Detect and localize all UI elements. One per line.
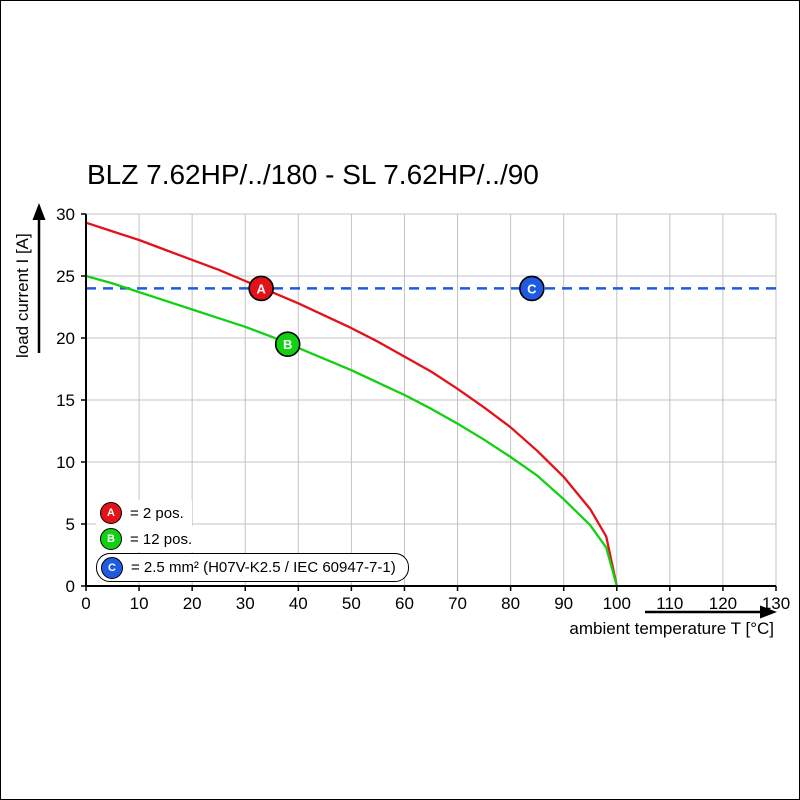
legend-marker-b-letter: B [107, 533, 115, 545]
svg-text:0: 0 [66, 577, 75, 596]
legend-marker-b-icon: B [100, 528, 122, 550]
svg-text:0: 0 [81, 594, 90, 613]
legend-item-a: A = 2 pos. [96, 500, 192, 526]
legend-item-c: C = 2.5 mm² (H07V-K2.5 / IEC 60947-7-1) [96, 553, 409, 582]
svg-text:A: A [256, 281, 266, 296]
legend-marker-c-letter: C [108, 561, 116, 574]
svg-text:10: 10 [56, 453, 75, 472]
svg-text:15: 15 [56, 391, 75, 410]
svg-text:30: 30 [236, 594, 255, 613]
y-axis-label: load current I [A] [13, 233, 32, 358]
svg-text:40: 40 [289, 594, 308, 613]
svg-text:120: 120 [709, 594, 737, 613]
x-axis-label: ambient temperature T [°C] [569, 619, 774, 638]
legend-marker-c-icon: C [101, 556, 123, 579]
svg-text:100: 100 [603, 594, 631, 613]
svg-text:60: 60 [395, 594, 414, 613]
svg-text:70: 70 [448, 594, 467, 613]
svg-text:10: 10 [130, 594, 149, 613]
svg-text:110: 110 [656, 594, 683, 613]
page-title: BLZ 7.62HP/../180 - SL 7.62HP/../90 [87, 159, 539, 190]
svg-text:30: 30 [56, 205, 75, 224]
svg-text:25: 25 [56, 267, 75, 286]
legend-label-a: = 2 pos. [130, 504, 184, 522]
svg-text:C: C [527, 281, 537, 296]
legend-label-c: = 2.5 mm² (H07V-K2.5 / IEC 60947-7-1) [131, 559, 396, 576]
svg-text:50: 50 [342, 594, 361, 613]
chart-legend: A = 2 pos. B = 12 pos. C = 2.5 mm² (H07V… [96, 500, 409, 582]
legend-marker-a-letter: A [107, 507, 115, 519]
svg-text:5: 5 [66, 515, 75, 534]
svg-text:90: 90 [554, 594, 573, 613]
svg-text:20: 20 [183, 594, 202, 613]
legend-marker-a-icon: A [100, 502, 122, 524]
svg-text:130: 130 [762, 594, 790, 613]
legend-item-b: B = 12 pos. [96, 526, 201, 552]
svg-text:B: B [283, 337, 292, 352]
svg-text:20: 20 [56, 329, 75, 348]
svg-text:80: 80 [501, 594, 520, 613]
legend-label-b: = 12 pos. [130, 530, 193, 548]
